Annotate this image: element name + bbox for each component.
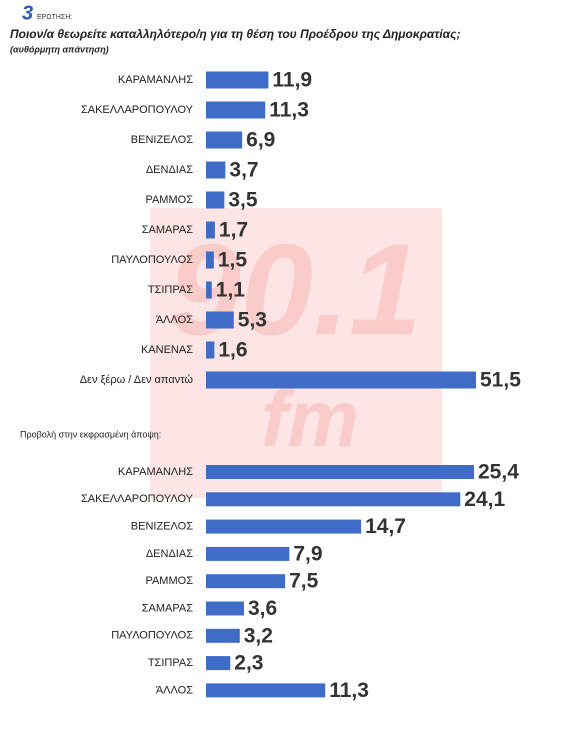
bar: [206, 71, 269, 89]
chart-title: Προβολή στην εκφρασμένη άποψη:: [20, 429, 161, 439]
category-label: ΡΑΜΜΟΣ: [145, 575, 193, 587]
bar: [206, 601, 244, 616]
value-label: 24,1: [464, 488, 505, 511]
bar: [206, 574, 286, 589]
category-label: ΆΛΛΟΣ: [156, 684, 193, 696]
category-label: ΤΣΙΠΡΑΣ: [148, 284, 193, 296]
category-label: ΣΑΚΕΛΛΑΡΟΠΟΥΛΟΥ: [81, 104, 194, 116]
category-label: ΚΑΡΑΜΑΝΛΗΣ: [118, 466, 193, 478]
value-label: 6,9: [246, 129, 275, 152]
watermark-band: fm: [261, 374, 359, 463]
category-label: ΚΑΡΑΜΑΝΛΗΣ: [118, 74, 193, 86]
question-number: 3: [22, 2, 33, 24]
value-label: 1,6: [218, 339, 247, 362]
value-label: 51,5: [480, 369, 521, 392]
bar: [206, 251, 214, 269]
category-label: ΒΕΝΙΖΕΛΟΣ: [131, 521, 193, 533]
question-subtitle: (αυθόρμητη απάντηση): [10, 44, 109, 54]
bar: [206, 221, 215, 239]
bar: [206, 656, 231, 671]
value-label: 7,9: [293, 542, 322, 565]
value-label: 3,7: [229, 159, 258, 182]
value-label: 11,3: [269, 99, 309, 122]
category-label: ΠΑΥΛΟΠΟΥΛΟΣ: [111, 254, 193, 266]
bar: [206, 546, 290, 561]
bar: [206, 371, 476, 389]
category-label: ΒΕΝΙΖΕΛΟΣ: [131, 134, 193, 146]
bar: [206, 519, 362, 534]
bar: [206, 161, 226, 179]
question-title: Ποιον/α θεωρείτε καταλληλότερο/η για τη …: [10, 27, 460, 41]
value-label: 3,5: [228, 189, 258, 212]
category-label: ΔΕΝΔΙΑΣ: [146, 164, 193, 176]
category-label: Δεν ξέρω / Δεν απαντώ: [80, 374, 194, 386]
value-label: 14,7: [365, 515, 406, 538]
category-label: ΣΑΚΕΛΛΑΡΟΠΟΥΛΟΥ: [81, 493, 194, 505]
value-label: 1,1: [216, 279, 246, 302]
value-label: 5,3: [238, 309, 267, 332]
bar: [206, 191, 225, 209]
value-label: 11,3: [329, 679, 369, 702]
category-label: ΡΑΜΜΟΣ: [145, 194, 193, 206]
watermark-box: [150, 208, 442, 498]
value-label: 3,6: [248, 597, 277, 620]
category-label: ΤΣΙΠΡΑΣ: [148, 657, 193, 669]
value-label: 1,5: [218, 249, 248, 272]
category-label: ΆΛΛΟΣ: [156, 314, 193, 326]
bar: [206, 683, 326, 698]
bar: [206, 492, 461, 507]
question-label: ΕΡΩΤΗΣΗ:: [37, 14, 72, 21]
value-label: 11,9: [272, 69, 312, 92]
value-label: 25,4: [478, 461, 519, 484]
bar: [206, 281, 212, 299]
value-label: 1,7: [219, 219, 248, 242]
bar: [206, 101, 266, 119]
value-label: 2,3: [234, 652, 263, 675]
bar: [206, 628, 240, 643]
category-label: ΔΕΝΔΙΑΣ: [146, 548, 193, 560]
bar: [206, 131, 243, 149]
category-label: ΣΑΜΑΡΑΣ: [142, 602, 193, 614]
category-label: ΣΑΜΑΡΑΣ: [142, 224, 193, 236]
value-label: 7,5: [289, 570, 319, 593]
bar: [206, 311, 234, 329]
category-label: ΚΑΝΕΝΑΣ: [141, 344, 193, 356]
category-label: ΠΑΥΛΟΠΟΥΛΟΣ: [111, 630, 193, 642]
value-label: 3,2: [244, 624, 273, 647]
bar: [206, 465, 474, 479]
bar: [206, 341, 215, 359]
